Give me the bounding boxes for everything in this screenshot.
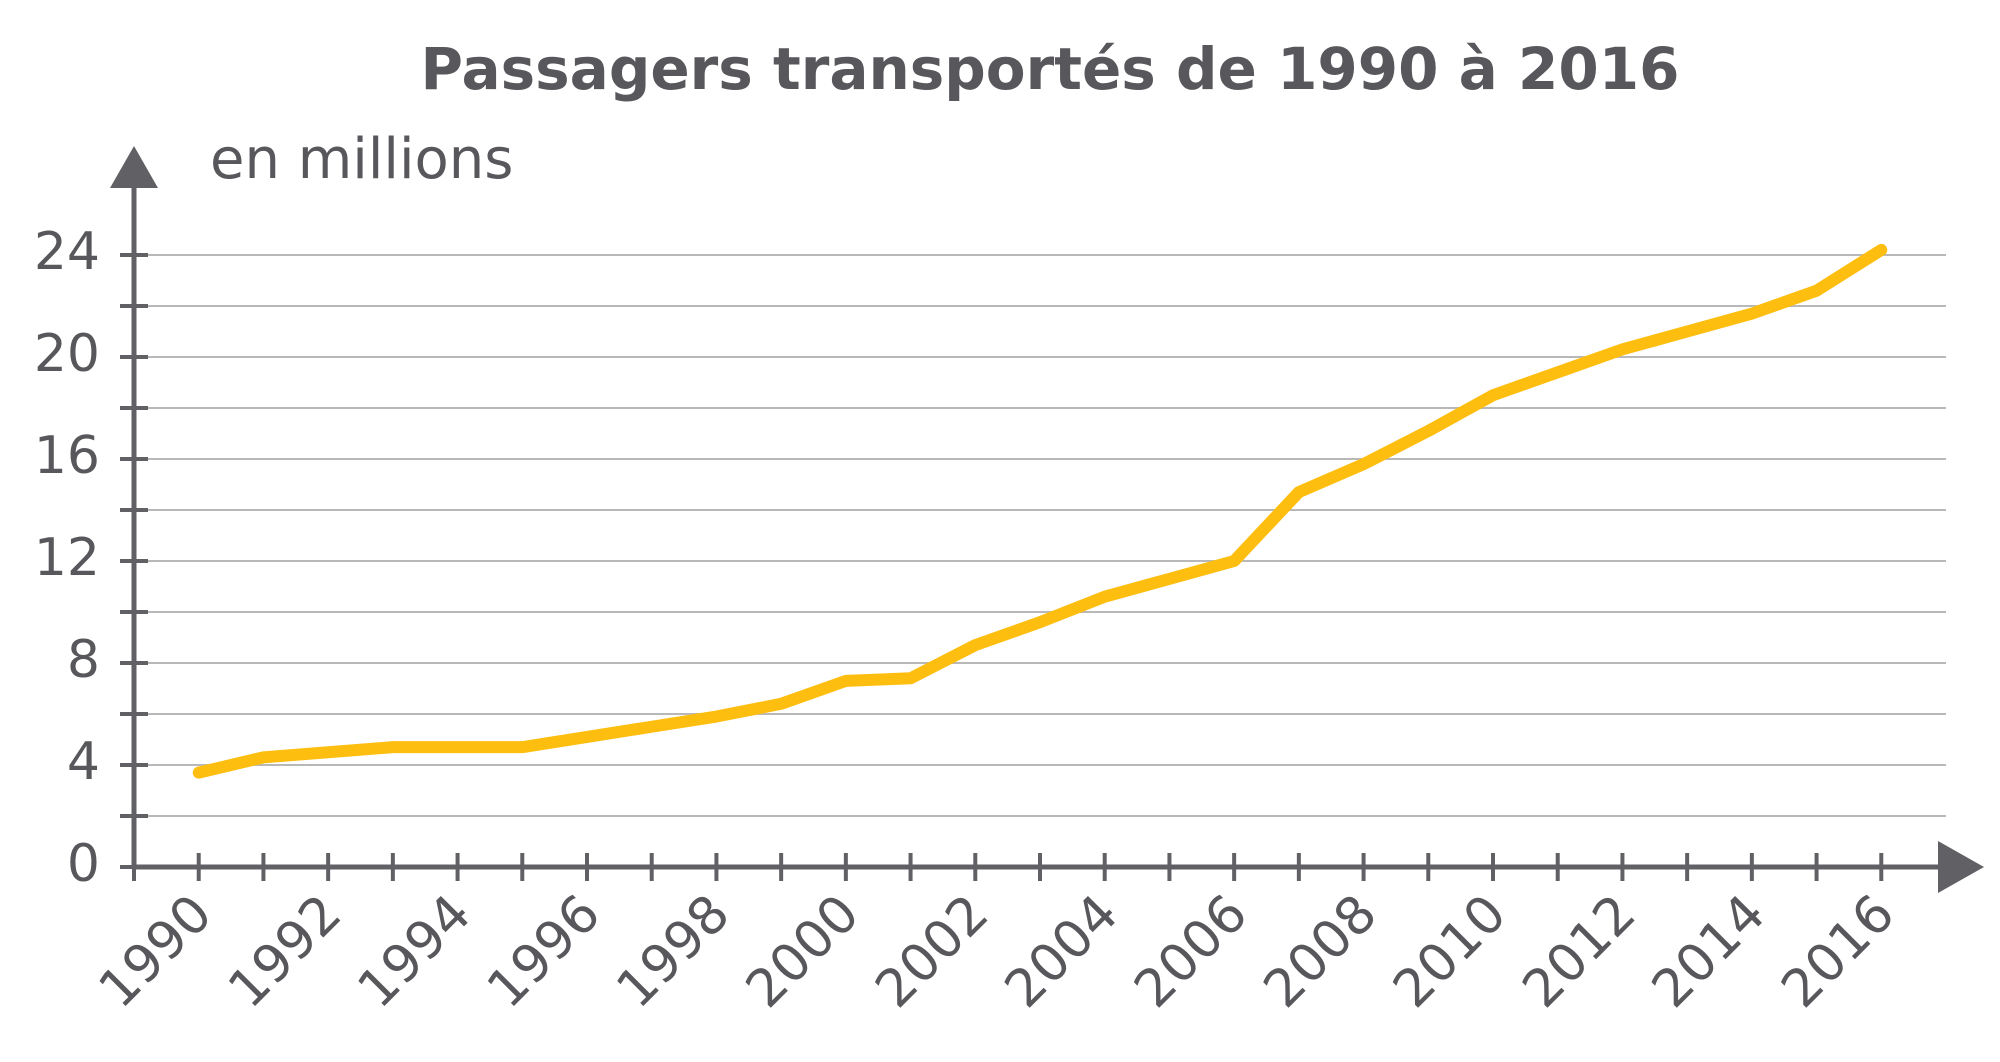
x-tick-label: 2002 [864,884,1000,1020]
x-tick-label: 1994 [347,884,483,1020]
x-tick-label: 2016 [1770,884,1906,1020]
x-tick-label: 2004 [994,884,1130,1020]
x-tick-label: 2008 [1253,884,1389,1020]
data-line [192,243,1888,779]
x-tick-label: 2000 [735,884,871,1020]
x-tick-label: 1990 [88,884,224,1020]
y-tick-label: 12 [34,528,100,588]
x-tick-label: 1998 [606,884,742,1020]
y-tick-label: 0 [67,834,100,894]
y-tick-label: 16 [34,426,100,486]
x-tick-label: 2010 [1382,884,1518,1020]
y-tick-label: 4 [67,732,100,792]
x-tick-label: 2014 [1641,884,1777,1020]
x-tick-label: 2006 [1123,884,1259,1020]
x-tick-label: 1992 [217,884,353,1020]
chart-title: Passagers transportés de 1990 à 2016 [421,35,1680,103]
y-axis-label: en millions [210,127,513,192]
y-tick-label: 20 [34,324,100,384]
y-tick-label: 8 [67,630,100,690]
x-axis-arrow [1938,841,1984,893]
x-tick-label: 2012 [1512,884,1648,1020]
y-tick-label: 24 [34,222,100,282]
x-tick-label: 1996 [476,884,612,1020]
y-axis-arrow [110,146,158,188]
